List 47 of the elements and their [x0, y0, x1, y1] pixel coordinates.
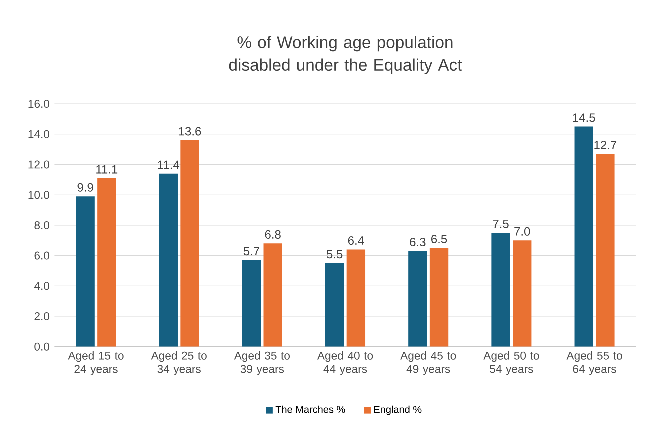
y-tick-label: 8.0 [34, 221, 50, 230]
data-label: 6.5 [432, 234, 448, 244]
data-label: 5.5 [326, 250, 343, 259]
x-tick-label: Aged 55 to 64 years [566, 351, 622, 376]
x-tick-label: Aged 15 to 24 years [68, 351, 124, 376]
data-label: 13.6 [179, 127, 202, 136]
x-tick-label: Aged 50 to 54 years [484, 351, 540, 376]
bar [492, 232, 510, 347]
bar [346, 250, 366, 347]
bar [430, 248, 449, 347]
data-label: 14.5 [573, 114, 596, 122]
x-tick-label: Aged 35 to 39 years [234, 351, 290, 376]
data-label: 6.4 [348, 236, 364, 245]
data-label: 7.0 [514, 227, 530, 236]
bar [180, 140, 200, 347]
data-label: 11.1 [96, 165, 118, 174]
y-tick-label: 6.0 [34, 252, 50, 260]
data-label: 9.9 [78, 183, 94, 192]
y-tick-label: 4.0 [34, 282, 50, 290]
x-tick-label: Aged 25 to 34 years [151, 351, 207, 376]
legend-label: The Marches % [276, 406, 346, 414]
bar [513, 240, 532, 347]
bar [596, 154, 615, 347]
data-label: 6.8 [265, 230, 281, 239]
x-tick-label: Aged 40 to 44 years [317, 351, 374, 376]
bar [574, 126, 594, 347]
bar [98, 178, 116, 347]
y-tick-label: 10.0 [28, 190, 50, 199]
data-label: 7.5 [493, 220, 509, 228]
y-tick-label: 2.0 [34, 312, 50, 320]
bar [326, 263, 344, 347]
bar [159, 174, 178, 347]
bar [242, 260, 262, 347]
y-tick-label: 14.0 [28, 130, 50, 138]
data-label: 12.7 [594, 140, 617, 150]
data-label: 5.7 [244, 247, 260, 256]
data-label: 6.3 [410, 238, 426, 246]
y-tick-label: 0.0 [34, 342, 50, 351]
data-label: 11.4 [158, 160, 180, 170]
y-tick-label: 16.0 [28, 100, 50, 108]
bar [408, 251, 428, 347]
chart-title: % of Working age population disabled under the Equality Act [229, 36, 462, 74]
legend-label: England % [374, 406, 422, 416]
y-tick-label: 12.0 [28, 160, 50, 169]
bar [76, 196, 95, 347]
x-tick-label: Aged 45 to 49 years [400, 351, 456, 376]
bar [264, 244, 282, 347]
